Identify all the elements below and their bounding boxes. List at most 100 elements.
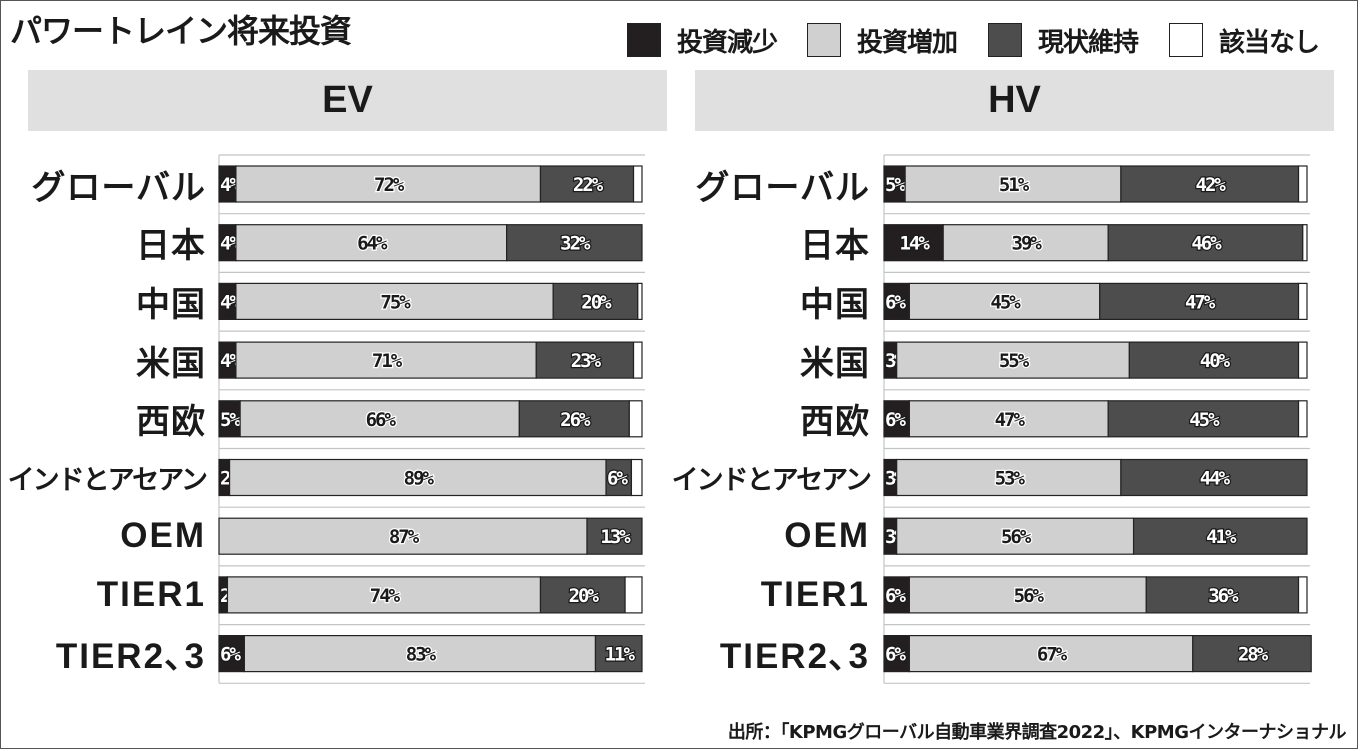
data-label: 6% — [885, 291, 906, 313]
data-label: 42% — [1196, 174, 1227, 196]
data-label: 20% — [569, 585, 600, 607]
bar-segment-maintain — [539, 165, 635, 203]
data-label: 56% — [1001, 526, 1032, 548]
data-label: 55% — [999, 350, 1030, 372]
bar-segment-not-applicable — [1297, 400, 1308, 438]
bar-segment-maintain — [1120, 165, 1300, 203]
data-label: 20% — [581, 291, 612, 313]
category-label-ev: グローバル — [31, 167, 206, 208]
bar-segment-increase — [226, 576, 542, 614]
category-label-hv: TIER2､3 — [719, 637, 870, 677]
bar-segment-decrease — [883, 634, 910, 673]
category-label-ev: 日本 — [136, 226, 206, 267]
data-label: 14% — [899, 233, 930, 255]
bar-segment-maintain — [586, 517, 643, 555]
chart-title: パワートレイン将来投資 — [10, 12, 352, 50]
bar-segment-maintain — [1107, 400, 1300, 438]
legend-swatch-decrease — [627, 23, 661, 57]
bar-segment-increase — [235, 282, 554, 320]
bar-segment-increase — [908, 576, 1147, 614]
bar-segment-not-applicable — [1297, 341, 1308, 379]
data-label: 41% — [1206, 526, 1237, 548]
bar-segment-not-applicable — [632, 341, 643, 379]
bar-segment-maintain — [594, 634, 643, 673]
bar-segment-not-applicable — [1297, 576, 1308, 614]
legend-item-not-applicable: 該当なし — [1169, 22, 1320, 58]
data-label: 26% — [560, 409, 591, 431]
bar-segment-decrease — [883, 400, 910, 438]
data-label: 87% — [389, 526, 420, 548]
data-label: 5% — [220, 409, 241, 431]
bar-segment-increase — [896, 341, 1130, 379]
data-label: 36% — [1208, 585, 1239, 607]
legend-swatch-not-applicable — [1169, 23, 1203, 57]
data-label: 6% — [885, 409, 906, 431]
data-label: 45% — [990, 291, 1021, 313]
category-label-ev: 米国 — [136, 343, 206, 384]
bar-segment-increase — [239, 400, 520, 438]
category-label-ev: OEM — [120, 516, 206, 556]
bar-segment-not-applicable — [637, 282, 643, 320]
data-label: 22% — [573, 174, 604, 196]
bar-segment-maintain — [552, 282, 639, 320]
bar-segment-decrease — [883, 282, 910, 320]
category-label-ev: インドとアセアン — [7, 465, 208, 496]
bar-segment-decrease — [883, 224, 944, 262]
data-label: 67% — [1037, 644, 1068, 666]
data-label: 13% — [600, 526, 631, 548]
legend-label-not-applicable: 該当なし — [1219, 27, 1320, 58]
data-label: 32% — [560, 233, 591, 255]
legend-item-maintain: 現状維持 — [988, 22, 1139, 58]
category-label-hv: グローバル — [695, 167, 870, 208]
legend-item-increase: 投資増加 — [807, 22, 958, 58]
category-label-hv: OEM — [784, 516, 870, 556]
data-label: 75% — [380, 291, 411, 313]
legend-swatch-maintain — [988, 23, 1022, 57]
bar-segment-increase — [908, 634, 1194, 673]
data-label: 89% — [404, 468, 435, 490]
data-label: 64% — [357, 233, 388, 255]
bar-segment-increase — [904, 165, 1122, 203]
bar-segment-maintain — [605, 458, 633, 497]
category-label-ev: TIER2､3 — [55, 637, 206, 677]
data-label: 72% — [374, 174, 405, 196]
bar-segment-maintain — [1192, 634, 1312, 673]
panel-header-hv: HV — [695, 70, 1334, 131]
category-label-hv: TIER1 — [760, 574, 870, 614]
category-label-hv: 中国 — [800, 284, 870, 325]
category-label-ev: 中国 — [136, 284, 206, 325]
data-label: 11% — [605, 644, 636, 666]
bar-segment-not-applicable — [624, 576, 643, 614]
source-note: 出所：「KPMGグローバル自動車業界調査2022」、KPMGインターナショナル — [727, 722, 1347, 743]
legend-label-decrease: 投資減少 — [677, 27, 778, 58]
data-label: 23% — [571, 350, 602, 372]
data-label: 40% — [1200, 350, 1231, 372]
bar-segment-maintain — [1145, 576, 1300, 614]
data-label: 45% — [1189, 409, 1220, 431]
data-label: 71% — [372, 350, 403, 372]
legend-swatch-increase — [807, 23, 841, 57]
data-label: 6% — [885, 644, 906, 666]
bar-segment-maintain — [1120, 458, 1308, 497]
bar-segment-maintain — [539, 576, 626, 614]
legend-label-maintain: 現状維持 — [1038, 27, 1139, 58]
data-label: 74% — [370, 585, 401, 607]
data-label: 6% — [220, 644, 241, 666]
category-label-hv: 米国 — [800, 343, 870, 384]
bar-segment-decrease — [218, 634, 245, 673]
bar-segment-maintain — [1132, 517, 1308, 555]
data-label: 28% — [1238, 644, 1269, 666]
data-label: 51% — [999, 174, 1030, 196]
category-label-ev: TIER1 — [96, 574, 206, 614]
bar-segment-increase — [896, 458, 1122, 497]
bar-segment-maintain — [518, 400, 630, 438]
data-label: 56% — [1014, 585, 1045, 607]
data-label: 83% — [406, 644, 437, 666]
data-label: 6% — [885, 585, 906, 607]
data-label: 6% — [607, 468, 628, 490]
category-label-ev: 西欧 — [136, 402, 206, 443]
category-label-hv: 西欧 — [800, 402, 870, 443]
bar-segment-increase — [218, 517, 588, 555]
